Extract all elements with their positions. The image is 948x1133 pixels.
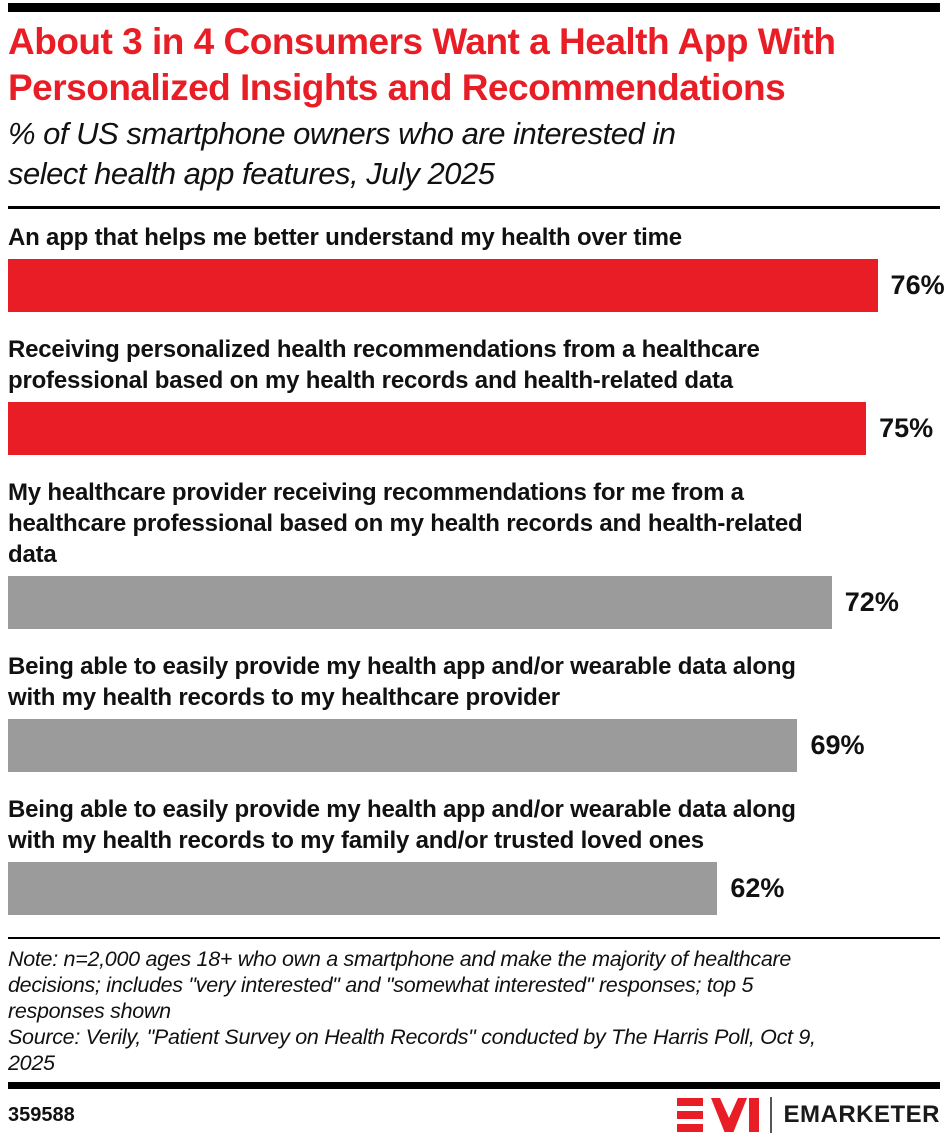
bar-value-label: 62% <box>730 873 785 903</box>
bar-category-label: My healthcare provider receiving recomme… <box>8 477 940 570</box>
source-line: Source: Verily, "Patient Survey on Healt… <box>8 1025 816 1049</box>
bar <box>8 259 878 312</box>
bar <box>8 576 832 629</box>
top-black-bar <box>8 3 940 12</box>
chart-title-line-1: About 3 in 4 Consumers Want a Health App… <box>8 21 836 62</box>
bar-value-label: 69% <box>810 730 865 760</box>
brand-wordmark: EMARKETER <box>783 1101 940 1128</box>
bar-row: 62% <box>8 862 940 915</box>
chart-item: Being able to easily provide my health a… <box>8 651 940 772</box>
chart-title: About 3 in 4 Consumers Want a Health App… <box>8 19 940 111</box>
bar-category-label: Being able to easily provide my health a… <box>8 651 940 713</box>
bar-category-label-line: An app that helps me better understand m… <box>8 224 682 251</box>
bar-row: 75% <box>8 402 940 455</box>
bar <box>8 402 867 455</box>
bar-value-label: 76% <box>890 270 945 300</box>
bar <box>8 862 718 915</box>
bar-value-label: 72% <box>844 587 899 617</box>
chart-item: An app that helps me better understand m… <box>8 222 945 312</box>
note-line: responses shown <box>8 999 171 1023</box>
chart-subtitle-line-2: select health app features, July 2025 <box>8 156 495 191</box>
emarketer-logo: EMARKETER <box>677 1097 940 1133</box>
chart-item: My healthcare provider receiving recomme… <box>8 477 940 629</box>
note-line: decisions; includes "very interested" an… <box>8 973 754 997</box>
logo-divider <box>770 1097 773 1133</box>
chart-id: 359588 <box>8 1103 75 1126</box>
chart-item: Being able to easily provide my health a… <box>8 794 940 915</box>
bar-value-label: 75% <box>879 413 934 443</box>
bar-category-label-line: My healthcare provider receiving recomme… <box>8 479 744 506</box>
bar-category-label-line: Receiving personalized health recommenda… <box>8 336 760 363</box>
bar-category-label: Receiving personalized health recommenda… <box>8 334 940 396</box>
bar-category-label-line: Being able to easily provide my health a… <box>8 796 796 823</box>
bar <box>8 719 798 772</box>
chart-subtitle: % of US smartphone owners who are intere… <box>8 114 940 194</box>
chart-item: Receiving personalized health recommenda… <box>8 334 940 455</box>
em-monogram-icon <box>677 1098 760 1132</box>
bar-row: 69% <box>8 719 940 772</box>
source-text: Source: Verily, "Patient Survey on Healt… <box>8 1024 940 1076</box>
source-line: 2025 <box>8 1051 55 1075</box>
header-divider <box>8 206 940 209</box>
chart-title-line-2: Personalized Insights and Recommendation… <box>8 67 786 108</box>
chart-subtitle-line-1: % of US smartphone owners who are intere… <box>8 116 676 151</box>
footer: 359588 EMARKETER <box>8 1097 940 1133</box>
note-text: Note: n=2,000 ages 18+ who own a smartph… <box>8 946 940 1024</box>
bar-category-label-line: professional based on my health records … <box>8 367 733 394</box>
bar-row: 76% <box>8 259 945 312</box>
bar-row: 72% <box>8 576 940 629</box>
bar-category-label: Being able to easily provide my health a… <box>8 794 940 856</box>
note-line: Note: n=2,000 ages 18+ who own a smartph… <box>8 947 792 971</box>
footer-black-bar <box>8 1082 940 1089</box>
bar-category-label-line: with my health records to my healthcare … <box>8 684 560 711</box>
footnote: Note: n=2,000 ages 18+ who own a smartph… <box>8 946 940 1076</box>
bar-category-label-line: Being able to easily provide my health a… <box>8 653 796 680</box>
bar-category-label-line: with my health records to my family and/… <box>8 827 704 854</box>
bar-category-label-line: data <box>8 541 57 568</box>
bar-category-label: An app that helps me better understand m… <box>8 222 940 253</box>
bar-chart: An app that helps me better understand m… <box>8 222 945 915</box>
bar-category-label-line: healthcare professional based on my heal… <box>8 510 803 537</box>
footnote-divider <box>8 937 940 939</box>
